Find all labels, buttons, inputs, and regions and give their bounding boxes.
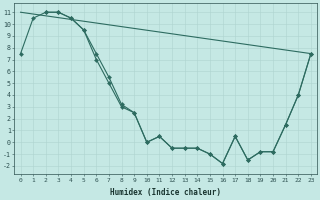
X-axis label: Humidex (Indice chaleur): Humidex (Indice chaleur) bbox=[110, 188, 221, 197]
